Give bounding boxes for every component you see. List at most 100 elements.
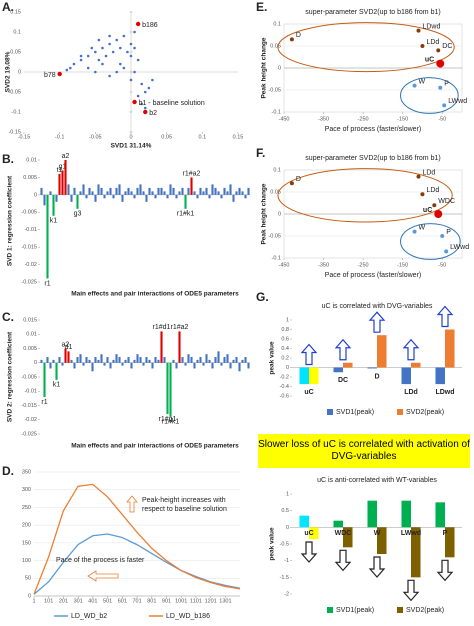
- chart-title: uC is anti-correlated with WT-variables: [317, 477, 437, 484]
- y-tick-label: -0.025: [21, 279, 37, 285]
- y-axis-label: SVD 2: regression coefficient: [7, 331, 14, 422]
- bar: [445, 527, 455, 558]
- bar: [208, 194, 211, 199]
- x-tick-label: uC: [304, 530, 313, 537]
- bar: [247, 187, 250, 195]
- bar: [309, 367, 319, 385]
- bar: [91, 362, 94, 372]
- bar: [411, 362, 421, 368]
- point: [79, 58, 83, 62]
- bar: [181, 357, 184, 363]
- bar: [58, 357, 61, 363]
- x-tick-label: 0.15: [233, 134, 244, 140]
- annotation: Pace of the process is faster: [56, 557, 145, 564]
- point: [136, 94, 140, 98]
- chart-title: super-parameter SVD2(up to b186 from b1): [305, 9, 440, 16]
- bar: [70, 359, 73, 363]
- point: [129, 54, 133, 58]
- bar: [377, 335, 387, 368]
- point: [94, 70, 97, 74]
- bar: [435, 367, 445, 385]
- bar: [151, 191, 154, 195]
- bar: [175, 362, 178, 369]
- point-label: b1 - baseline solution: [139, 100, 205, 107]
- bar: [178, 331, 181, 363]
- bar: [154, 357, 157, 363]
- point: [412, 229, 417, 234]
- x-tick-label: LDwd: [435, 389, 454, 396]
- bar: [64, 348, 67, 363]
- point: [438, 85, 443, 90]
- x-tick-label: -250: [358, 116, 369, 122]
- bar: [100, 354, 103, 363]
- arrow: [334, 338, 352, 361]
- bar: [199, 357, 202, 363]
- bar: [52, 359, 55, 363]
- bar: [202, 191, 205, 195]
- y-tick-label: 250: [22, 505, 31, 511]
- highlight-point: [132, 99, 137, 105]
- y-tick-label: -0.2: [280, 374, 289, 380]
- bar: [67, 184, 70, 195]
- bar: [205, 354, 208, 363]
- bar: [70, 194, 73, 202]
- legend-swatch: [397, 607, 403, 613]
- bar: [169, 362, 172, 417]
- y-tick-label: 0: [34, 360, 37, 366]
- y-tick-label: 0.1: [273, 21, 281, 27]
- bar: [166, 194, 169, 199]
- bar: [187, 187, 190, 195]
- bar: [112, 194, 115, 199]
- bar: [151, 362, 154, 369]
- bar: [411, 527, 421, 578]
- bar: [343, 527, 353, 548]
- bar: [118, 184, 121, 195]
- bar-label: r1#k1: [177, 211, 195, 218]
- y-tick-label: 0.1: [13, 29, 21, 35]
- x-tick-label: 0.05: [161, 134, 172, 140]
- bar: [401, 367, 411, 385]
- y-tick-label: 350: [22, 469, 31, 475]
- y-tick-label: 0: [18, 69, 21, 75]
- bar: [46, 357, 49, 363]
- point: [436, 59, 445, 68]
- bar: [40, 187, 43, 195]
- point: [97, 38, 101, 42]
- point: [129, 42, 133, 46]
- y-tick-label: -0.4: [280, 384, 289, 390]
- point-label: W: [419, 224, 426, 231]
- bar: [148, 187, 151, 195]
- bar: [52, 194, 55, 216]
- bar: [91, 191, 94, 195]
- x-tick-label: -450: [278, 116, 289, 122]
- bar: [115, 187, 118, 195]
- arrow: [300, 541, 318, 563]
- bar: [238, 187, 241, 195]
- bar: [106, 357, 109, 363]
- point-label: D: [296, 32, 301, 39]
- bar: [139, 184, 142, 195]
- bar: [163, 357, 166, 363]
- bar: [154, 194, 157, 199]
- y-tick-label: 0: [278, 65, 281, 71]
- x-tick-label: D: [374, 373, 379, 380]
- y-tick-label: -0.05: [8, 89, 21, 95]
- point: [72, 62, 76, 66]
- bar-label: r1: [41, 399, 47, 406]
- bar-label: g1: [59, 163, 67, 170]
- point-label: LWwd: [448, 98, 467, 105]
- y-axis-label: peak value: [269, 341, 276, 375]
- group-outline: [277, 168, 453, 223]
- x-axis-label: Pace of process (faster/slower): [325, 126, 421, 133]
- y-axis-label: SVD 1: regression coefficient: [7, 175, 14, 266]
- x-tick-label: 1001: [175, 598, 187, 604]
- bar: [244, 357, 247, 363]
- y-tick-label: -0.05: [268, 233, 281, 239]
- y-tick-label: -0.15: [8, 129, 21, 135]
- bar: [97, 359, 100, 363]
- point: [90, 46, 94, 50]
- bar: [49, 191, 52, 195]
- bar: [211, 362, 214, 369]
- panel-label: A.: [2, 0, 14, 14]
- x-tick-label: 1201: [205, 598, 217, 604]
